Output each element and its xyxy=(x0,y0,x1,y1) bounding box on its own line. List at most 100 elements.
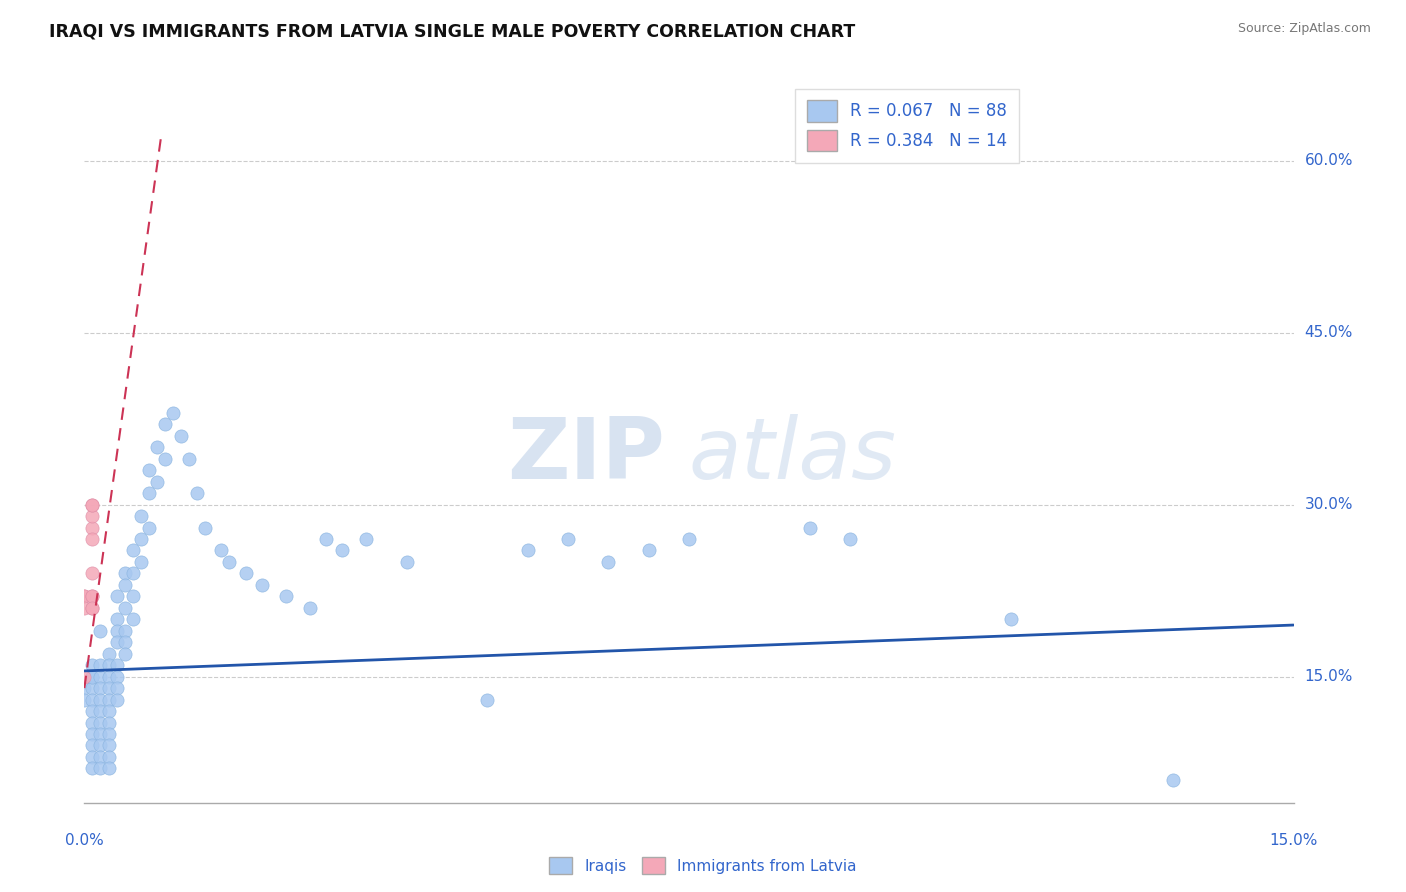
Point xyxy=(218,555,240,569)
Point xyxy=(89,692,111,706)
Point xyxy=(114,647,136,661)
Point xyxy=(121,612,143,626)
Point xyxy=(146,440,169,454)
Point xyxy=(114,624,136,638)
Point xyxy=(114,600,136,615)
Point xyxy=(105,590,128,604)
Point xyxy=(97,681,120,695)
Point xyxy=(129,509,152,524)
Point xyxy=(129,532,152,546)
Point xyxy=(89,750,111,764)
Point xyxy=(162,406,184,420)
Point xyxy=(114,635,136,649)
Point xyxy=(82,566,104,581)
Point xyxy=(82,498,104,512)
Text: 45.0%: 45.0% xyxy=(1305,325,1353,340)
Point xyxy=(330,543,353,558)
Point xyxy=(179,451,201,466)
Point xyxy=(82,670,104,684)
Point xyxy=(235,566,257,581)
Point xyxy=(82,739,104,753)
Text: 30.0%: 30.0% xyxy=(1305,497,1353,512)
Point xyxy=(97,704,120,718)
Point xyxy=(82,590,104,604)
Point xyxy=(89,658,111,673)
Point xyxy=(97,647,120,661)
Point xyxy=(105,681,128,695)
Point xyxy=(678,532,700,546)
Text: atlas: atlas xyxy=(689,415,897,498)
Text: 15.0%: 15.0% xyxy=(1270,833,1317,848)
Point xyxy=(73,670,96,684)
Point xyxy=(82,750,104,764)
Point xyxy=(97,670,120,684)
Point xyxy=(89,704,111,718)
Point xyxy=(598,555,620,569)
Point xyxy=(82,498,104,512)
Point xyxy=(105,658,128,673)
Legend: R = 0.067   N = 88, R = 0.384   N = 14: R = 0.067 N = 88, R = 0.384 N = 14 xyxy=(796,88,1019,163)
Point xyxy=(121,590,143,604)
Point xyxy=(315,532,337,546)
Point xyxy=(170,429,193,443)
Point xyxy=(82,761,104,775)
Point xyxy=(97,727,120,741)
Point xyxy=(82,670,104,684)
Point xyxy=(138,520,160,534)
Point xyxy=(153,417,176,432)
Point xyxy=(114,566,136,581)
Point xyxy=(138,486,160,500)
Point xyxy=(82,727,104,741)
Point xyxy=(73,692,96,706)
Point xyxy=(477,692,499,706)
Point xyxy=(97,692,120,706)
Point xyxy=(97,761,120,775)
Legend: Iraqis, Immigrants from Latvia: Iraqis, Immigrants from Latvia xyxy=(543,851,863,880)
Point xyxy=(82,658,104,673)
Point xyxy=(395,555,418,569)
Point xyxy=(89,739,111,753)
Point xyxy=(186,486,208,500)
Point xyxy=(97,658,120,673)
Point xyxy=(82,681,104,695)
Point xyxy=(1161,772,1184,787)
Point xyxy=(82,600,104,615)
Point xyxy=(299,600,322,615)
Point xyxy=(105,635,128,649)
Point xyxy=(356,532,378,546)
Point xyxy=(97,750,120,764)
Point xyxy=(146,475,169,489)
Point xyxy=(637,543,659,558)
Point xyxy=(82,704,104,718)
Point xyxy=(250,578,273,592)
Point xyxy=(105,624,128,638)
Point xyxy=(274,590,297,604)
Point xyxy=(194,520,217,534)
Point xyxy=(105,670,128,684)
Point xyxy=(121,566,143,581)
Point xyxy=(121,543,143,558)
Point xyxy=(89,715,111,730)
Point xyxy=(89,670,111,684)
Point xyxy=(82,509,104,524)
Point xyxy=(129,555,152,569)
Text: ZIP: ZIP xyxy=(508,415,665,498)
Text: 60.0%: 60.0% xyxy=(1305,153,1353,168)
Point xyxy=(114,578,136,592)
Point xyxy=(73,681,96,695)
Point xyxy=(73,600,96,615)
Point xyxy=(1000,612,1022,626)
Point xyxy=(73,590,96,604)
Point xyxy=(153,451,176,466)
Point xyxy=(97,739,120,753)
Point xyxy=(89,761,111,775)
Point xyxy=(82,590,104,604)
Point xyxy=(209,543,232,558)
Point xyxy=(89,681,111,695)
Point xyxy=(89,727,111,741)
Point xyxy=(82,532,104,546)
Point xyxy=(82,600,104,615)
Point xyxy=(82,715,104,730)
Text: IRAQI VS IMMIGRANTS FROM LATVIA SINGLE MALE POVERTY CORRELATION CHART: IRAQI VS IMMIGRANTS FROM LATVIA SINGLE M… xyxy=(49,22,855,40)
Text: 15.0%: 15.0% xyxy=(1305,669,1353,684)
